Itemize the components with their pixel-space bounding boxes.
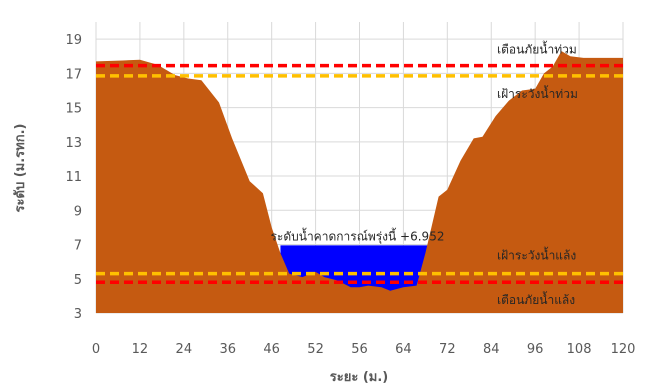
y-tick-label: 15 bbox=[65, 102, 82, 117]
y-tick-label: 9 bbox=[74, 204, 82, 219]
x-tick-label: 46 bbox=[263, 342, 280, 357]
x-tick-label: 64 bbox=[395, 342, 412, 357]
x-tick-label: 108 bbox=[567, 342, 592, 357]
x-tick-label: 0 bbox=[92, 342, 100, 357]
reference-line-label: เตือนภัยน้ำแล้ง bbox=[497, 291, 575, 307]
y-tick-label: 17 bbox=[65, 67, 82, 82]
y-axis-title: ระดับ (ม.รทก.) bbox=[13, 124, 28, 213]
annotations: ระดับน้ำคาดการณ์พรุ่งนี้ +6.952 เตือนภัยน… bbox=[270, 41, 577, 308]
x-tick-label: 56 bbox=[351, 342, 368, 357]
x-axis-title: ระยะ (ม.) bbox=[330, 370, 388, 385]
y-tick-label: 7 bbox=[74, 239, 82, 254]
y-tick-label: 13 bbox=[65, 136, 82, 151]
x-tick-label: 52 bbox=[307, 342, 324, 357]
y-tick-label: 5 bbox=[74, 273, 82, 288]
reference-line-label: เฝ้าระวังน้ำท่วม bbox=[497, 85, 578, 101]
x-tick-label: 24 bbox=[176, 342, 193, 357]
x-tick-label: 96 bbox=[527, 342, 544, 357]
y-tick-label: 19 bbox=[65, 33, 82, 48]
y-tick-label: 3 bbox=[74, 307, 82, 322]
reference-lines bbox=[96, 63, 623, 284]
x-tick-label: 72 bbox=[439, 342, 456, 357]
x-tick-label: 84 bbox=[483, 342, 500, 357]
axis-ticks: 3 5 7 9 11 13 15 17 19 0 12 24 36 46 52 56 64 72 84 96 108 12… bbox=[65, 33, 635, 357]
x-tick-label: 36 bbox=[219, 342, 236, 357]
y-tick-label: 11 bbox=[65, 170, 82, 185]
ground-profile bbox=[96, 51, 623, 313]
plot-area bbox=[96, 51, 623, 313]
water-level-label: ระดับน้ำคาดการณ์พรุ่งนี้ +6.952 bbox=[270, 227, 444, 244]
x-tick-label: 12 bbox=[132, 342, 149, 357]
reference-line-label: เตือนภัยน้ำท่วม bbox=[497, 41, 577, 57]
x-tick-label: 120 bbox=[611, 342, 636, 357]
reference-line-label: เฝ้าระวังน้ำแล้ง bbox=[497, 247, 576, 263]
